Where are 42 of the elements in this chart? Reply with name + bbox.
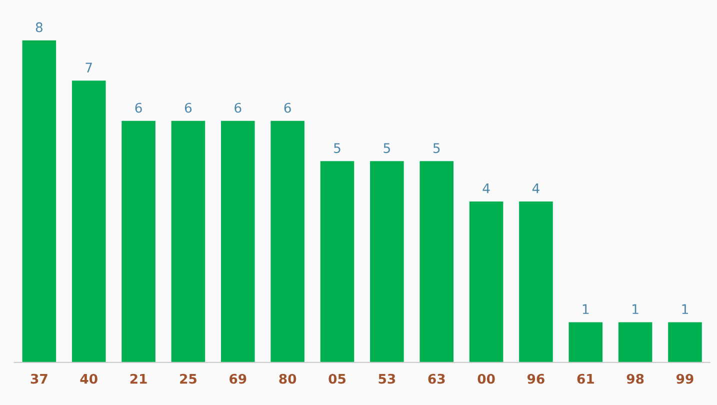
x-tick-label: 61 [577, 374, 594, 384]
bar [171, 120, 206, 362]
data-label: 4 [532, 184, 540, 194]
data-label: 5 [433, 143, 440, 154]
data-label: 1 [582, 304, 589, 314]
bar [270, 120, 304, 362]
x-tick-label: 53 [378, 374, 396, 384]
bar [668, 322, 702, 362]
x-tick-label: 40 [80, 374, 98, 384]
data-label: 6 [284, 102, 291, 113]
bar [469, 201, 504, 362]
bar [618, 322, 652, 362]
data-label: 7 [86, 62, 92, 72]
x-tick-label: 21 [130, 374, 147, 384]
data-label: 6 [234, 102, 242, 113]
data-label: 6 [184, 102, 192, 113]
x-tick-label: 96 [527, 374, 544, 384]
bar [72, 80, 106, 362]
bar [568, 322, 603, 362]
bar [519, 201, 553, 362]
bar [320, 161, 354, 362]
bar [370, 161, 404, 362]
data-label: 1 [682, 304, 688, 314]
x-tick-label: 05 [328, 374, 346, 384]
data-label: 5 [384, 143, 390, 154]
x-tick-label: 80 [279, 374, 296, 384]
data-label: 4 [482, 184, 490, 194]
x-tick-label: 00 [478, 374, 495, 384]
bar [221, 120, 255, 362]
bar [420, 161, 454, 362]
x-tick-label: 37 [30, 374, 48, 384]
x-tick-label: 69 [230, 374, 246, 384]
data-label: 6 [135, 102, 142, 113]
data-label: 8 [36, 22, 42, 32]
data-label: 1 [632, 304, 638, 314]
x-tick-label: 98 [626, 374, 644, 384]
bar [22, 40, 56, 362]
data-label: 5 [334, 143, 340, 154]
bar [122, 120, 156, 362]
x-tick-label: 63 [428, 374, 445, 384]
x-tick-label: 25 [180, 374, 196, 384]
x-tick-label: 99 [676, 374, 694, 384]
